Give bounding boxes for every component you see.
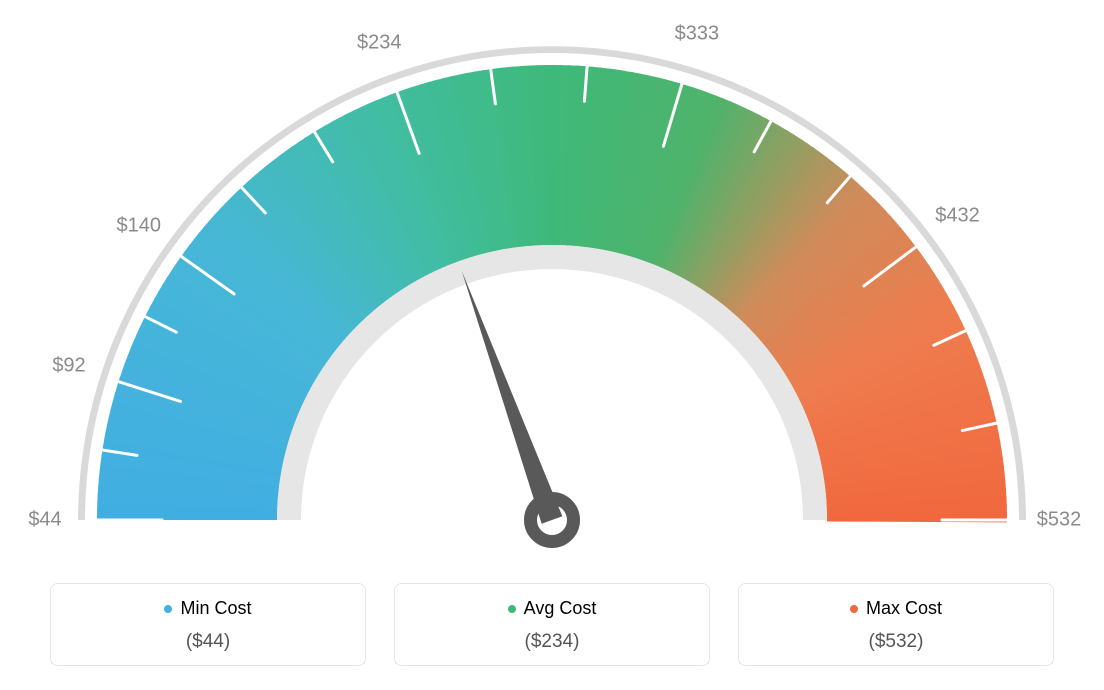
legend-avg: Avg Cost ($234) — [394, 583, 710, 666]
dot-icon — [850, 605, 858, 613]
legend-min-value: ($44) — [61, 631, 355, 653]
legend-min-title: Min Cost — [164, 598, 251, 619]
legend-max-title: Max Cost — [850, 598, 942, 619]
gauge-tick-label: $140 — [117, 215, 162, 238]
legend-avg-value: ($234) — [405, 631, 699, 653]
legend-min: Min Cost ($44) — [50, 583, 366, 666]
gauge-svg — [0, 0, 1104, 580]
legend-avg-label: Avg Cost — [524, 598, 597, 619]
cost-gauge-chart: $44 $92 $140 $234 $333 $432 $532 Min Cost ($44… — [0, 0, 1104, 690]
legend-max: Max Cost ($532) — [738, 583, 1054, 666]
gauge-needle — [462, 271, 563, 524]
gauge: $44 $92 $140 $234 $333 $432 $532 — [0, 0, 1104, 580]
gauge-tick-label: $44 — [28, 509, 61, 532]
legend-avg-title: Avg Cost — [508, 598, 597, 619]
gauge-tick-label: $432 — [935, 204, 980, 227]
legend-min-label: Min Cost — [180, 598, 251, 619]
legend-max-label: Max Cost — [866, 598, 942, 619]
legend-max-value: ($532) — [749, 631, 1043, 653]
gauge-tick-label: $333 — [675, 23, 720, 46]
gauge-tick-label: $234 — [357, 32, 402, 55]
dot-icon — [508, 605, 516, 613]
gauge-tick-label: $92 — [52, 354, 85, 377]
dot-icon — [164, 605, 172, 613]
gauge-tick-label: $532 — [1037, 509, 1082, 532]
legend-row: Min Cost ($44) Avg Cost ($234) Max Cost … — [0, 583, 1104, 666]
